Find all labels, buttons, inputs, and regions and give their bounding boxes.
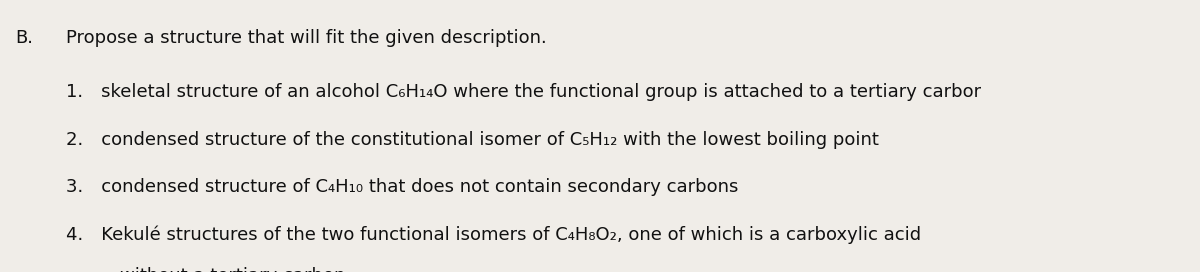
- Text: without a tertiary carbon.: without a tertiary carbon.: [66, 267, 352, 272]
- Text: 1. skeletal structure of an alcohol C₆H₁₄O where the functional group is attache: 1. skeletal structure of an alcohol C₆H₁…: [66, 83, 982, 101]
- Text: 4. Kekulé structures of the two functional isomers of C₄H₈O₂, one of which is a : 4. Kekulé structures of the two function…: [66, 226, 922, 244]
- Text: B.: B.: [16, 29, 34, 47]
- Text: Propose a structure that will fit the given description.: Propose a structure that will fit the gi…: [66, 29, 547, 47]
- Text: 3. condensed structure of C₄H₁₀ that does not contain secondary carbons: 3. condensed structure of C₄H₁₀ that doe…: [66, 178, 738, 196]
- Text: 2. condensed structure of the constitutional isomer of C₅H₁₂ with the lowest boi: 2. condensed structure of the constituti…: [66, 131, 878, 149]
